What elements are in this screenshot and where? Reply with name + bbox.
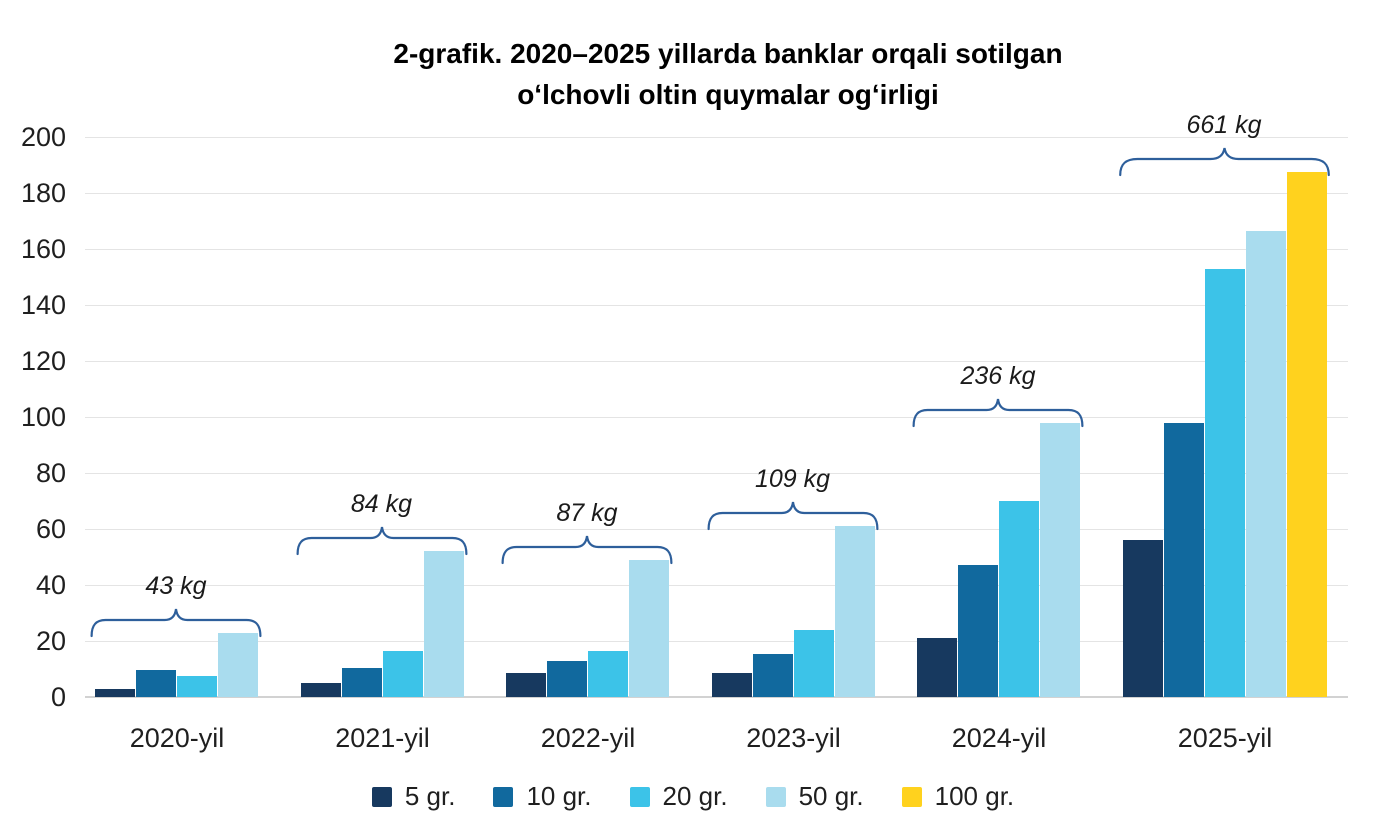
legend-label: 50 gr. bbox=[798, 781, 864, 811]
legend-item-5gr: 5 gr. bbox=[371, 781, 456, 812]
total-label-2025-yil: 661 kg bbox=[1186, 111, 1262, 139]
y-axis-tick-label: 40 bbox=[35, 570, 66, 600]
total-brace-2023-yil bbox=[706, 499, 880, 531]
total-brace-2024-yil bbox=[911, 396, 1085, 428]
legend-swatch-icon bbox=[765, 786, 786, 807]
total-label-2022-yil: 87 kg bbox=[556, 498, 618, 527]
gridline bbox=[85, 304, 1348, 306]
x-axis-label-2023-yil: 2023-yil bbox=[746, 723, 841, 753]
bar-2024-yil-20gr bbox=[999, 501, 1039, 697]
bar-2020-yil-5gr bbox=[95, 688, 135, 697]
legend-label: 5 gr. bbox=[404, 781, 456, 811]
y-axis-tick-label: 180 bbox=[20, 178, 66, 208]
gridline bbox=[85, 528, 1348, 530]
legend-label: 10 gr. bbox=[526, 781, 592, 811]
x-axis-label-2020-yil: 2020-yil bbox=[129, 723, 225, 753]
gridline bbox=[85, 472, 1348, 474]
y-axis-tick-label: 140 bbox=[20, 290, 66, 320]
legend: 5 gr. 10 gr. 20 gr. 50 gr. 100 gr. bbox=[0, 781, 1386, 812]
x-axis-label-2021-yil: 2021-yil bbox=[335, 723, 430, 753]
gridline bbox=[85, 136, 1348, 138]
bar-2021-yil-5gr bbox=[300, 683, 341, 697]
legend-swatch-icon bbox=[493, 786, 514, 807]
chart-title: 2-grafik. 2020–2025 yillarda banklar orq… bbox=[70, 34, 1386, 115]
bar-2025-yil-20gr bbox=[1204, 268, 1245, 697]
bar-2021-yil-20gr bbox=[382, 650, 423, 697]
total-label-2024-yil: 236 kg bbox=[960, 361, 1036, 390]
bar-2025-yil-50gr bbox=[1245, 230, 1286, 697]
bar-2024-yil-5gr bbox=[917, 638, 957, 697]
gridline bbox=[85, 416, 1348, 418]
x-axis-label-2025-yil: 2025-yil bbox=[1177, 723, 1273, 753]
bar-2021-yil-10gr bbox=[341, 667, 382, 697]
bar-2020-yil-20gr bbox=[177, 676, 217, 697]
bar-2022-yil-50gr bbox=[629, 559, 669, 697]
bar-2024-yil-50gr bbox=[1040, 422, 1080, 697]
gridline bbox=[85, 248, 1348, 250]
curly-brace-icon bbox=[500, 533, 674, 565]
total-brace-2022-yil bbox=[500, 533, 674, 565]
gridline bbox=[85, 192, 1348, 194]
legend-item-50gr: 50 gr. bbox=[765, 781, 864, 812]
legend-item-10gr: 10 gr. bbox=[493, 781, 592, 812]
bar-2025-yil-100gr bbox=[1286, 172, 1327, 697]
legend-swatch-icon bbox=[629, 786, 650, 807]
total-label-2021-yil: 84 kg bbox=[350, 490, 413, 519]
chart-title-line2: oʻlchovli oltin quymalar ogʻirligi bbox=[517, 78, 939, 110]
bar-2022-yil-5gr bbox=[506, 673, 546, 697]
gridline bbox=[85, 360, 1348, 362]
x-axis-label-2024-yil: 2024-yil bbox=[951, 723, 1047, 753]
gridline bbox=[85, 696, 1348, 698]
total-label-2023-yil: 109 kg bbox=[754, 465, 831, 494]
y-axis-tick-label: 80 bbox=[35, 458, 66, 488]
legend-label: 20 gr. bbox=[662, 781, 728, 811]
total-brace-2021-yil bbox=[295, 524, 469, 556]
chart-title-line1: 2-grafik. 2020–2025 yillarda banklar orq… bbox=[393, 38, 1063, 69]
bar-2023-yil-50gr bbox=[834, 526, 875, 697]
curly-brace-icon bbox=[295, 524, 469, 556]
gridline bbox=[85, 640, 1348, 642]
legend-swatch-icon bbox=[371, 786, 392, 807]
gridline bbox=[85, 584, 1348, 586]
curly-brace-icon bbox=[1117, 145, 1332, 177]
y-axis-tick-label: 100 bbox=[20, 402, 66, 432]
y-axis-tick-label: 120 bbox=[20, 346, 66, 376]
bar-2023-yil-10gr bbox=[752, 653, 793, 697]
y-axis-tick-label: 160 bbox=[20, 234, 66, 264]
curly-brace-icon bbox=[89, 606, 263, 638]
bar-2025-yil-5gr bbox=[1122, 540, 1163, 697]
bar-2023-yil-20gr bbox=[793, 629, 834, 697]
y-axis-tick-label: 200 bbox=[20, 122, 66, 152]
bar-2022-yil-20gr bbox=[588, 650, 628, 697]
bar-2021-yil-50gr bbox=[423, 551, 464, 697]
bar-2022-yil-10gr bbox=[547, 660, 587, 697]
bar-2020-yil-10gr bbox=[136, 670, 176, 697]
legend-label: 100 gr. bbox=[934, 781, 1015, 811]
total-brace-2020-yil bbox=[89, 606, 263, 638]
legend-item-20gr: 20 gr. bbox=[629, 781, 728, 812]
curly-brace-icon bbox=[911, 396, 1085, 428]
bar-2025-yil-10gr bbox=[1163, 422, 1204, 697]
bar-2024-yil-10gr bbox=[958, 565, 998, 697]
curly-brace-icon bbox=[706, 499, 880, 531]
y-axis-tick-label: 0 bbox=[50, 682, 66, 712]
legend-swatch-icon bbox=[901, 786, 922, 807]
bar-2020-yil-50gr bbox=[218, 632, 258, 697]
bar-2023-yil-5gr bbox=[711, 673, 752, 697]
total-brace-2025-yil bbox=[1117, 145, 1332, 177]
legend-item-100gr: 100 gr. bbox=[901, 781, 1015, 812]
y-axis-tick-label: 60 bbox=[35, 514, 66, 544]
y-axis-tick-label: 20 bbox=[35, 626, 66, 656]
x-axis-label-2022-yil: 2022-yil bbox=[540, 723, 636, 753]
total-label-2020-yil: 43 kg bbox=[145, 571, 207, 600]
